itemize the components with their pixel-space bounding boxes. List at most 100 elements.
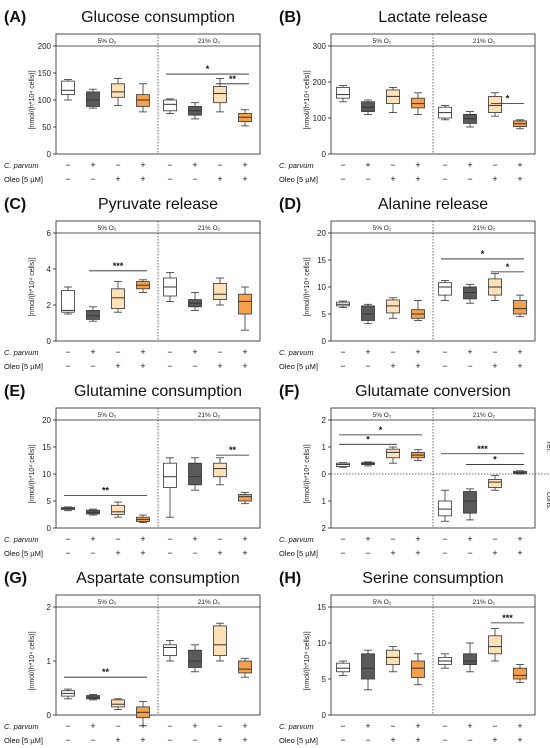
drug-mark: +: [390, 361, 395, 371]
box-body: [513, 667, 527, 680]
treatment-mark: +: [415, 160, 420, 170]
box-body: [336, 87, 350, 99]
box-21pct-3: [213, 78, 227, 113]
y-tick-label: 0: [322, 337, 327, 346]
significance-label: *: [506, 94, 510, 104]
panel-f: (F) Glutamate conversion 5% O₂ 21% O₂ 2 1 0 1 2 […: [279, 383, 550, 558]
box-21pct-3: [488, 474, 502, 491]
box-5pct-2: [361, 649, 375, 691]
treatment-mark: −: [217, 721, 222, 731]
drug-mark: +: [140, 174, 145, 184]
drug-mark: +: [415, 735, 420, 745]
box-body: [188, 649, 202, 668]
treatment-mark: +: [90, 347, 95, 357]
drug-mark: +: [415, 361, 420, 371]
treatment-mark: −: [340, 534, 345, 544]
treatment-mark: −: [492, 534, 497, 544]
box-5pct-2: [86, 694, 100, 701]
drug-mark: +: [140, 548, 145, 558]
significance-label: *: [506, 262, 510, 272]
y-tick-label: 5: [322, 310, 327, 319]
drug-mark: −: [340, 735, 345, 745]
box-21pct-4: [238, 109, 252, 127]
condition-label: 5% O₂: [373, 38, 392, 45]
box-21pct-2: [188, 644, 202, 673]
box-5pct-2: [86, 306, 100, 322]
box-body: [463, 653, 477, 666]
drug-mark: +: [492, 361, 497, 371]
panel-title: Alanine release: [378, 196, 488, 213]
box-body: [361, 653, 375, 680]
box-5pct-1: [61, 286, 75, 315]
panel-letter: (G): [4, 570, 27, 587]
panel-title: Glucose consumption: [81, 9, 235, 26]
y-tick-label: 1: [322, 443, 327, 452]
drug-mark: −: [65, 548, 70, 558]
box-5pct-4: [411, 653, 425, 686]
box-21pct-1: [438, 489, 452, 522]
drug-mark: −: [442, 174, 447, 184]
drug-mark: −: [90, 174, 95, 184]
box-5pct-4: [136, 279, 150, 293]
treatment-mark: +: [242, 347, 247, 357]
box-21pct-2: [463, 642, 477, 673]
box-5pct-4: [411, 92, 425, 115]
panel-h: (H) Serine consumption 5% O₂ 21% O₂ 0 5 10 15 [n…: [279, 570, 536, 745]
drug-mark: +: [242, 174, 247, 184]
drug-mark: −: [365, 735, 370, 745]
box-body: [411, 97, 425, 109]
panel-letter: (H): [279, 570, 301, 587]
treatment-mark: −: [65, 534, 70, 544]
y-tick-label: 0: [47, 150, 52, 159]
treatment-mark: −: [115, 347, 120, 357]
treatment-mark: −: [442, 534, 447, 544]
box-5pct-3: [386, 87, 400, 113]
treatment-mark: −: [217, 347, 222, 357]
y-tick-label: 2: [47, 603, 52, 612]
treatment-mark: +: [90, 160, 95, 170]
row-label-drug: Oleo [5 µM]: [4, 549, 43, 558]
box-21pct-3: [213, 622, 227, 662]
treatment-mark: −: [390, 721, 395, 731]
drug-mark: +: [492, 174, 497, 184]
treatment-mark: +: [365, 721, 370, 731]
y-tick-label: 10: [317, 283, 326, 292]
row-label-drug: Oleo [5 µM]: [4, 175, 43, 184]
treatment-mark: +: [517, 160, 522, 170]
significance-label: *: [493, 455, 497, 465]
panel-e: (E) Glutamine consumption 5% O₂ 21% O₂ 0 5 10 1…: [4, 383, 261, 558]
row-label-treatment: C. parvum: [279, 535, 314, 544]
treatment-mark: +: [242, 534, 247, 544]
treatment-mark: +: [90, 721, 95, 731]
drug-mark: +: [390, 548, 395, 558]
treatment-mark: −: [492, 347, 497, 357]
treatment-mark: +: [467, 534, 472, 544]
drug-mark: +: [217, 174, 222, 184]
y-tick-label: 0: [322, 150, 327, 159]
panel-title: Pyruvate release: [98, 196, 218, 213]
box-5pct-2: [86, 508, 100, 516]
y-tick-label: 300: [313, 42, 327, 51]
box-21pct-2: [188, 292, 202, 311]
condition-label: 21% O₂: [473, 599, 496, 606]
treatment-mark: −: [115, 721, 120, 731]
condition-label: 5% O₂: [373, 225, 392, 232]
panel-letter: (B): [279, 9, 301, 26]
condition-label: 5% O₂: [373, 412, 392, 419]
treatment-mark: −: [340, 347, 345, 357]
drug-mark: −: [340, 174, 345, 184]
y-tick-label: 2: [322, 524, 327, 533]
panel-d: (D) Alanine release 5% O₂ 21% O₂ 0 5 10 15 20 [nm…: [279, 196, 536, 371]
panel-letter: (D): [279, 196, 301, 213]
treatment-mark: +: [467, 347, 472, 357]
treatment-mark: −: [167, 160, 172, 170]
box-21pct-2: [188, 102, 202, 120]
box-21pct-1: [163, 272, 177, 302]
box-body: [163, 99, 177, 112]
box-body: [411, 660, 425, 678]
panel-title: Aspartate consumption: [76, 570, 240, 587]
row-label-drug: Oleo [5 µM]: [4, 362, 43, 371]
drug-mark: +: [242, 361, 247, 371]
significance-label: ***: [113, 261, 124, 271]
treatment-mark: +: [467, 721, 472, 731]
